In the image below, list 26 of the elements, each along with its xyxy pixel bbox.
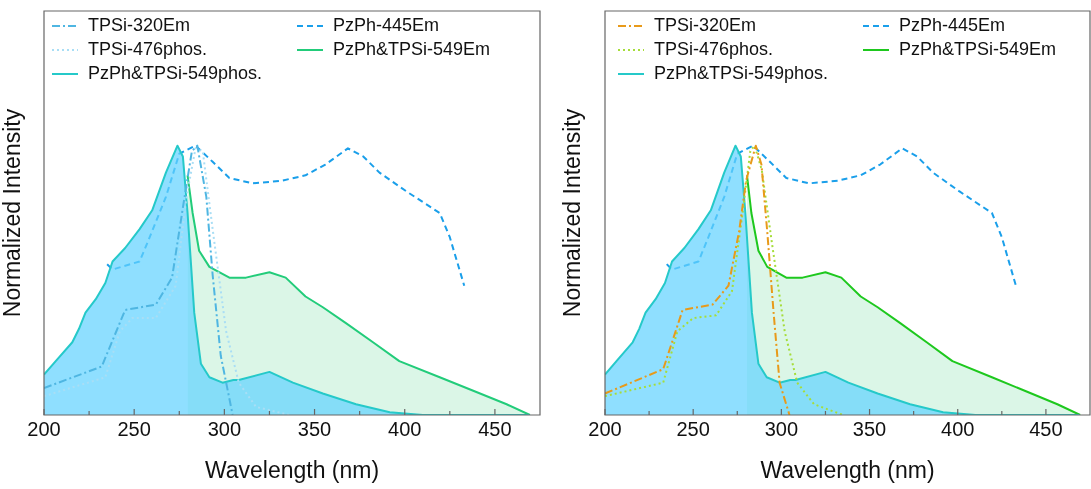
legend-label: PzPh-445Em <box>899 14 1006 37</box>
x-tick-label: 200 <box>588 417 622 440</box>
x-tick-label: 300 <box>207 417 242 440</box>
legend-label: PzPh&TPSi-549Em <box>333 38 491 61</box>
x-tick-label: 250 <box>117 417 151 440</box>
y-axis-title: Normalized Intensity <box>559 108 586 318</box>
x-tick-label: 350 <box>297 417 332 440</box>
x-tick-label: 450 <box>1029 417 1063 440</box>
legend-label: TPSi-320Em <box>654 14 757 37</box>
x-axis-title: Wavelength (nm) <box>760 456 935 483</box>
x-tick-label: 300 <box>764 417 799 440</box>
y-axis-title: Normalized Intensity <box>0 108 26 318</box>
legend-label: PzPh&TPSi-549phos. <box>88 62 263 85</box>
x-tick-label: 350 <box>852 417 887 440</box>
x-tick-label: 400 <box>388 417 422 440</box>
x-tick-label: 450 <box>478 417 512 440</box>
legend-label: TPSi-476phos. <box>88 38 208 61</box>
x-tick-label: 200 <box>27 417 61 440</box>
x-tick-label: 250 <box>676 417 710 440</box>
x-axis-title: Wavelength (nm) <box>204 456 380 483</box>
legend-label: PzPh-445Em <box>333 14 440 37</box>
x-tick-label: 400 <box>941 417 975 440</box>
legend-label: PzPh&TPSi-549phos. <box>654 62 829 85</box>
legend-label: TPSi-320Em <box>88 14 191 37</box>
legend-label: TPSi-476phos. <box>654 38 774 61</box>
legend-label: PzPh&TPSi-549Em <box>899 38 1057 61</box>
